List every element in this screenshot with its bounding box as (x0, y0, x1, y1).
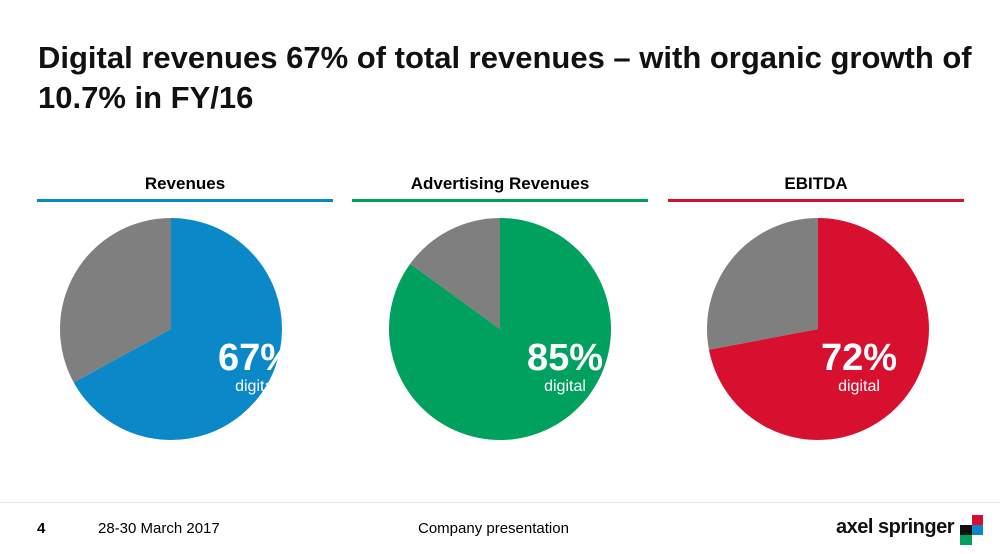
pie-slice-digital (388, 218, 611, 440)
pie-slice-other (60, 218, 171, 383)
pie-svg (60, 218, 283, 440)
axel-springer-logo-icon (960, 515, 983, 545)
percent-sub-label: digital (235, 378, 277, 395)
panel-rule (37, 199, 333, 202)
pie-svg (388, 218, 611, 440)
panel-rule (352, 199, 648, 202)
percent-label: 85% (526, 337, 604, 379)
pie-chart-advertising-revenues: 85% digital (352, 218, 648, 444)
panel-header: Revenues (144, 174, 226, 193)
percent-sub-label: digital (838, 378, 880, 395)
footer-presentation: Company presentation (418, 520, 569, 537)
page-title: Digital revenues 67% of total revenues –… (38, 40, 972, 115)
panel-rule (668, 199, 964, 202)
pie-chart-revenues: 67% digital (37, 218, 333, 444)
panel-header: Advertising Revenues (410, 174, 590, 193)
logo-text: axel springer (836, 516, 955, 538)
pie-chart-ebitda: 72% digital (668, 218, 964, 444)
footer-divider (0, 502, 1000, 503)
panel-header: EBITDA (784, 174, 848, 193)
percent-sub-label: digital (544, 378, 586, 395)
pie-slice-other (410, 218, 500, 329)
pie-slice-digital (73, 218, 283, 440)
pie-slice-digital (708, 218, 929, 440)
panel-revenues: Revenues 67% digital (37, 172, 333, 452)
page-number: 4 (37, 520, 46, 537)
percent-label: 72% (820, 337, 898, 379)
pie-svg (707, 218, 929, 440)
percent-label: 67% (217, 337, 295, 379)
pie-slice-other (707, 218, 818, 350)
panel-advertising-revenues: Advertising Revenues 85% digital (352, 172, 648, 452)
footer-date: 28-30 March 2017 (98, 520, 220, 537)
panel-ebitda: EBITDA 72% digital (668, 172, 964, 452)
